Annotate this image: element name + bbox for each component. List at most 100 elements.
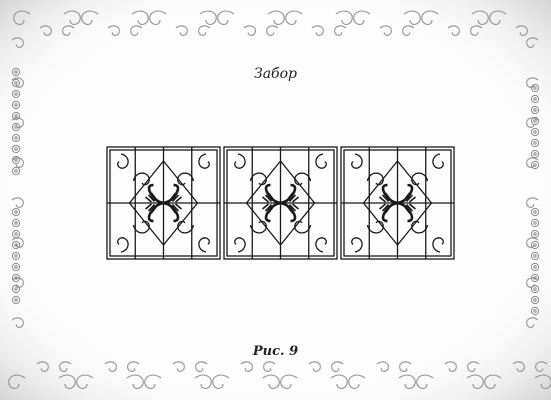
frame-scroll: [444, 361, 457, 372]
frame-bead: [11, 218, 21, 228]
frame-bead-core: [14, 232, 18, 236]
fence-panel: [223, 146, 338, 260]
frame-bead-core: [14, 92, 18, 96]
scroll-curl: [351, 237, 363, 253]
scroll-curl: [198, 237, 210, 253]
frame-bead: [11, 89, 21, 99]
frame-scroll: [348, 374, 366, 390]
frame-bead: [530, 284, 540, 294]
frame-bead: [530, 218, 540, 228]
center-knot: [147, 183, 180, 223]
frame-scroll: [11, 37, 24, 48]
frame-scroll: [526, 237, 539, 248]
frame-bead: [530, 207, 540, 217]
frame-scroll: [172, 361, 185, 372]
frame-scroll: [535, 361, 548, 372]
frame-bead-core: [14, 81, 18, 85]
frame-scroll: [243, 25, 256, 36]
frame-scroll: [144, 374, 162, 390]
knot-spike: [171, 194, 180, 203]
knot-curl: [381, 183, 398, 205]
frame-scroll: [11, 157, 24, 168]
scroll-curl: [432, 237, 444, 253]
frame-scroll: [526, 197, 539, 208]
knot-spike: [168, 192, 177, 202]
center-knot: [381, 183, 414, 223]
frame-bead: [11, 240, 21, 250]
knot-curl: [397, 183, 414, 205]
frame-bead-core: [533, 221, 537, 225]
frame-scroll: [194, 374, 212, 390]
knot-curl: [381, 201, 398, 223]
fence-panel: [106, 146, 221, 260]
scroll-curl: [117, 237, 129, 253]
knot-spike: [261, 203, 270, 210]
scroll-curl: [249, 172, 267, 186]
frame-scroll: [526, 77, 539, 88]
knot-curl: [280, 201, 297, 223]
frame-scroll: [266, 25, 279, 36]
frame-scroll: [399, 361, 412, 372]
frame-scroll: [149, 10, 167, 26]
frame-scroll-ornaments: [8, 10, 551, 390]
frame-scroll: [131, 10, 149, 26]
frame-scroll: [76, 374, 94, 390]
frame-bead: [530, 138, 540, 148]
frame-bead-borders: [11, 67, 540, 316]
knot-spike: [288, 194, 297, 203]
frame-bead-core: [533, 309, 537, 313]
frame-bead: [11, 100, 21, 110]
knot-spike: [144, 203, 153, 210]
frame-scroll: [470, 25, 483, 36]
scroll-curl: [366, 220, 384, 234]
frame-bead-core: [14, 254, 18, 258]
frame-bead: [11, 262, 21, 272]
frame-scroll: [217, 10, 235, 26]
knot-spike: [267, 192, 276, 202]
scroll-curl: [198, 153, 210, 169]
knot-spike: [264, 194, 273, 203]
frame-bead-core: [533, 232, 537, 236]
frame-scroll: [280, 374, 298, 390]
frame-scroll: [39, 25, 52, 36]
knot-spike: [288, 203, 297, 212]
frame-scroll: [512, 361, 525, 372]
frame-scroll: [534, 374, 551, 390]
scroll-curl: [411, 172, 429, 186]
frame-scroll: [285, 10, 303, 26]
knot-spike: [408, 196, 417, 203]
knot-curl: [397, 201, 414, 223]
scroll-curl: [234, 153, 246, 169]
scroll-curl: [177, 172, 195, 186]
frame-scroll: [421, 10, 439, 26]
frame-bead: [530, 116, 540, 126]
scroll-curl: [315, 153, 327, 169]
frame-scroll: [127, 361, 140, 372]
frame-bead-core: [533, 287, 537, 291]
frame-scroll: [398, 374, 416, 390]
frame-scroll: [81, 10, 99, 26]
frame-bead: [530, 105, 540, 115]
knot-spike: [402, 192, 411, 202]
frame-scroll: [402, 25, 415, 36]
frame-bead: [11, 155, 21, 165]
frame-bead-core: [14, 265, 18, 269]
frame-scroll: [447, 25, 460, 36]
frame-bead-core: [533, 119, 537, 123]
frame-scroll: [63, 10, 81, 26]
frame-scroll: [467, 361, 480, 372]
frame-scroll: [331, 361, 344, 372]
knot-spike: [405, 203, 414, 212]
frame-scroll: [267, 10, 285, 26]
frame-bead: [11, 144, 21, 154]
figure-caption: Рис. 9: [252, 344, 299, 359]
knot-spike: [147, 194, 156, 203]
frame-bead-core: [14, 114, 18, 118]
frame-bead-core: [533, 141, 537, 145]
center-diamond: [245, 159, 316, 247]
document-title: Забор: [253, 66, 297, 82]
center-diamond: [128, 159, 199, 247]
frame-bead-core: [14, 158, 18, 162]
frame-scroll: [416, 374, 434, 390]
